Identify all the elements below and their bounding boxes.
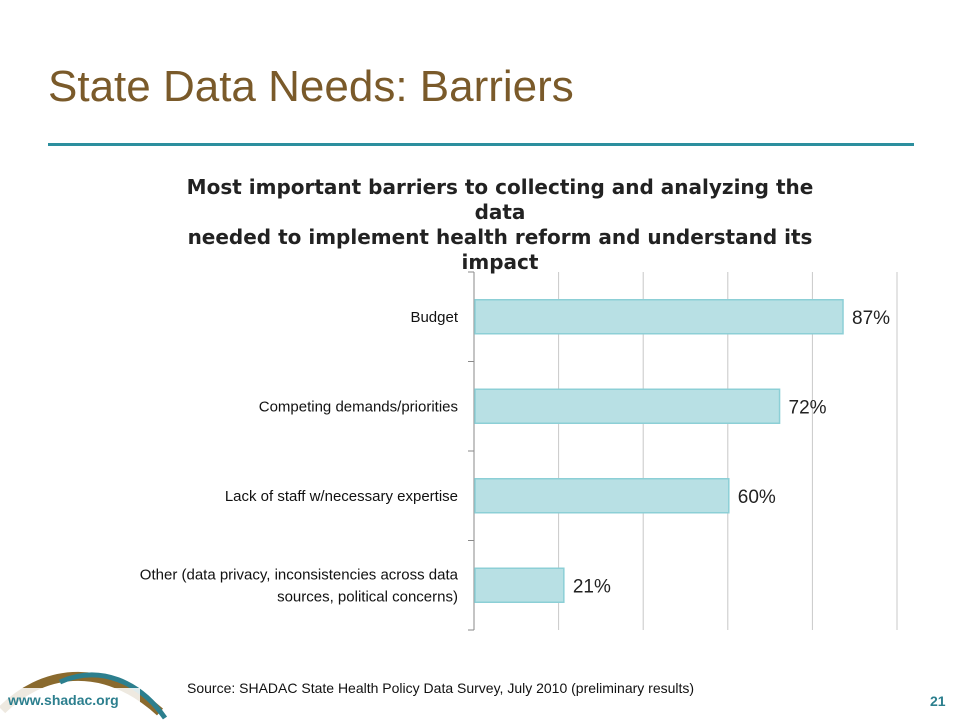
chart-title-line: Most important barriers to collecting an… bbox=[186, 175, 814, 224]
bar bbox=[474, 299, 844, 335]
chart-title: Most important barriers to collecting an… bbox=[180, 175, 820, 275]
logo-url: www.shadac.org bbox=[8, 692, 119, 708]
category-label: sources, political concerns) bbox=[277, 588, 458, 605]
page-number: 21 bbox=[930, 693, 946, 709]
category-label: Budget bbox=[410, 309, 458, 326]
data-label: 21% bbox=[573, 576, 611, 597]
source-note: Source: SHADAC State Health Policy Data … bbox=[187, 680, 695, 696]
category-label: Competing demands/priorities bbox=[259, 398, 458, 415]
data-label: 87% bbox=[852, 308, 890, 329]
bar bbox=[474, 388, 781, 424]
title-divider bbox=[48, 143, 914, 146]
chart-title-line: impact bbox=[461, 250, 539, 274]
data-label: 72% bbox=[789, 397, 827, 418]
bar bbox=[474, 478, 730, 514]
slide-title: State Data Needs: Barriers bbox=[48, 62, 574, 111]
category-label: Other (data privacy, inconsistencies acr… bbox=[140, 566, 459, 583]
bar bbox=[474, 567, 565, 603]
shadac-logo-icon bbox=[0, 671, 168, 720]
chart-title-line: needed to implement health reform and un… bbox=[187, 225, 813, 249]
category-label: Lack of staff w/necessary expertise bbox=[225, 488, 458, 505]
data-label: 60% bbox=[738, 487, 776, 508]
